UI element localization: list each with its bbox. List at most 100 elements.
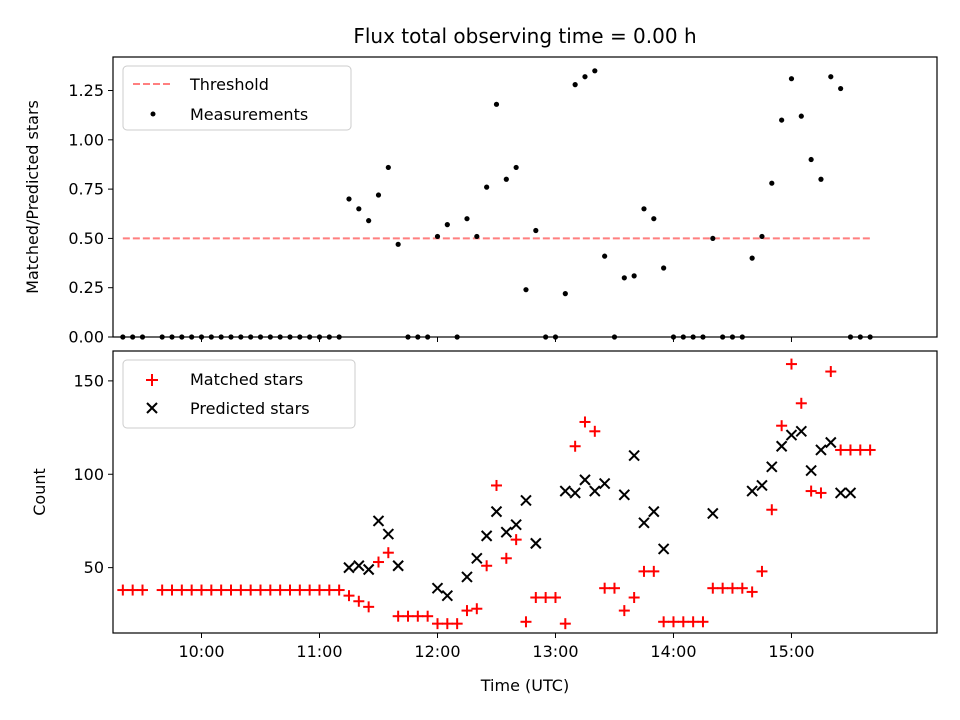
matched-stars-point	[726, 582, 738, 594]
bottom-plot-frame	[112, 350, 938, 634]
matched-stars-point	[353, 595, 365, 607]
matched-stars-point	[569, 440, 581, 452]
measurements-legend-label: Measurements	[190, 105, 308, 124]
top-y-ticks: 0.00 0.25 0.50 0.75 1.00 1.25	[68, 81, 113, 347]
matched-stars-point	[156, 584, 168, 596]
predicted-stars-point	[510, 518, 522, 531]
matched-stars-point	[284, 584, 296, 596]
bottom-y-axis-label: Count	[30, 468, 49, 516]
top-chart-title: Flux total observing time = 0.00 h	[353, 24, 696, 48]
predicted-stars-point	[648, 505, 660, 518]
matched-stars-point	[707, 582, 719, 594]
matched-stars-point	[441, 618, 453, 630]
matched-stars-point	[589, 425, 601, 437]
measurement-point	[533, 227, 539, 234]
matched-stars-point	[864, 444, 876, 456]
matched-stars-point	[186, 584, 198, 596]
measurement-point	[779, 117, 785, 123]
bottom-x-ticks: 10:00 11:00 12:00 13:00 14:00 15:00	[178, 633, 815, 661]
top-y-axis-label: Matched/Predicted stars	[23, 100, 42, 294]
measurement-point	[710, 235, 716, 242]
predicted-stars-point	[343, 561, 355, 574]
predicted-stars-point	[392, 560, 404, 572]
bottom-x-tick-label: 10:00	[178, 642, 224, 661]
measurement-point	[484, 184, 490, 190]
bottom-x-tick-label: 11:00	[296, 642, 342, 661]
predicted-stars-point	[657, 543, 670, 555]
bottom-legend-box	[122, 359, 356, 429]
measurement-point	[828, 74, 834, 80]
matched-stars-point	[530, 592, 542, 604]
matched-stars-point	[333, 584, 345, 596]
top-x-ticks	[200, 337, 792, 342]
top-y-tick-label: 1.00	[68, 130, 104, 149]
matched-stars-point	[549, 592, 561, 604]
measurement-point	[493, 101, 500, 107]
measurement-point	[395, 241, 401, 247]
predicted-stars-point	[431, 582, 444, 594]
matched-stars-point	[776, 420, 788, 432]
matched-stars-point	[658, 616, 670, 628]
top-legend: Threshold Measurements	[122, 65, 352, 131]
bottom-x-tick-label: 12:00	[414, 642, 460, 661]
measurement-point	[602, 253, 608, 259]
measurement-point	[513, 164, 519, 171]
matched-stars-point	[608, 582, 620, 594]
matched-stars-point	[490, 479, 502, 491]
matched-stars-point	[392, 610, 404, 622]
predicted-stars-point	[756, 479, 768, 492]
measurement-point	[434, 233, 441, 240]
measurement-point	[346, 196, 352, 202]
measurement-point	[641, 206, 647, 212]
matched-stars-point	[815, 487, 827, 499]
matched-stars-point	[422, 610, 434, 622]
measurement-point	[385, 164, 391, 171]
predicted-stars-point	[461, 571, 473, 583]
matched-stars-point	[323, 584, 335, 596]
matched-stars-point	[638, 565, 650, 577]
matched-stars-point	[294, 584, 306, 596]
predicted-stars-point	[785, 429, 798, 441]
matched-stars-point	[510, 534, 522, 546]
measurement-point	[769, 180, 775, 186]
matched-stars-point	[559, 618, 571, 630]
predicted-stars-point	[815, 444, 827, 456]
matched-stars-point	[844, 444, 856, 456]
matched-stars-point	[461, 605, 473, 617]
matched-stars-point	[628, 592, 640, 604]
measurement-point	[572, 82, 578, 88]
matched-stars-point	[579, 416, 591, 428]
predicted-stars-point	[795, 425, 808, 438]
matched-stars-point	[648, 565, 660, 577]
matched-stars-point	[245, 584, 257, 596]
measurement-point	[661, 265, 667, 271]
predicted-stars-point	[579, 474, 591, 486]
measurement-point	[356, 206, 362, 212]
matched-stars-point	[343, 590, 355, 602]
matched-stars-point	[746, 586, 758, 598]
bottom-legend: Matched stars Predicted stars	[122, 359, 356, 429]
measurement-point	[788, 76, 795, 82]
predicted-stars-point	[362, 563, 375, 576]
matched-stars-point	[412, 610, 424, 622]
matched-stars-point	[618, 605, 630, 617]
top-plot-frame	[112, 56, 938, 338]
matched-stars-point	[166, 584, 178, 596]
predicted-stars-point	[825, 436, 837, 449]
measurement-point	[592, 68, 598, 74]
matched-stars-point	[127, 584, 139, 596]
matched-stars-point	[687, 616, 699, 628]
bottom-data-marks	[117, 358, 876, 630]
matched-stars-point	[117, 584, 129, 596]
measurements-legend-swatch	[150, 111, 156, 117]
measurement-point	[375, 192, 382, 198]
predicted-stars-point	[520, 494, 532, 507]
predicted-stars-point	[569, 487, 581, 499]
predicted-stars-point	[382, 528, 395, 540]
predicted-stars-point	[372, 515, 385, 527]
top-panel: Flux total observing time = 0.00 h 0.000…	[23, 24, 938, 347]
matched-stars-point	[313, 584, 325, 596]
measurement-point	[631, 273, 637, 279]
